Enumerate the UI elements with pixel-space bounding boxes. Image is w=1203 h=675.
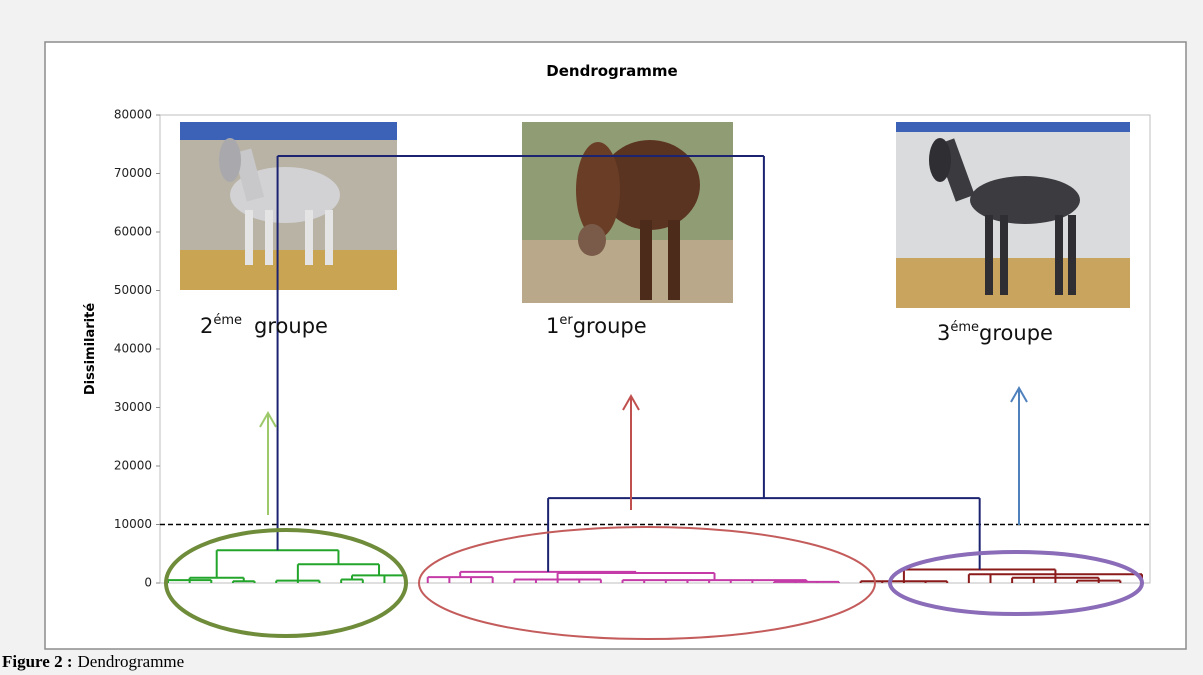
group-label: 2éme groupe [200,313,328,338]
y-tick-label: 50000 [114,283,152,297]
chart-title: Dendrogramme [546,62,677,80]
cluster-ellipse [418,526,876,640]
y-axis-label: Dissimilarité [83,303,98,395]
arrows [259,385,1028,525]
group-text: groupe [979,321,1053,345]
caption-label: Figure 2 : [2,652,73,671]
y-tick-label: 40000 [114,342,152,356]
group-text: groupe [254,314,328,338]
cluster-ellipse [164,528,408,638]
photo-group-1 [522,122,733,303]
group-sup: éme [950,320,979,335]
group-sup: éme [213,313,242,328]
photo-group-3 [896,122,1130,308]
caption-text: Dendrogramme [78,652,185,671]
group-label: 1ergroupe [546,313,647,338]
photo-group-2 [180,122,397,290]
y-tick-label: 60000 [114,225,152,239]
group-sup: er [559,313,573,328]
y-tick-label: 10000 [114,517,152,531]
y-tick-label: 70000 [114,166,152,180]
y-tick-label: 0 [144,576,152,590]
group-label: 3émegroupe [937,320,1053,345]
y-tick-label: 80000 [114,108,152,122]
cluster-ellipse [888,550,1144,616]
group-text: groupe [573,314,647,338]
y-tick-label: 20000 [114,459,152,473]
caption: Figure 2 : Dendrogramme [2,652,184,671]
group-number: 3 [937,321,950,345]
group-number: 2 [200,314,213,338]
y-tick-label: 30000 [114,400,152,414]
group-number: 1 [546,314,559,338]
